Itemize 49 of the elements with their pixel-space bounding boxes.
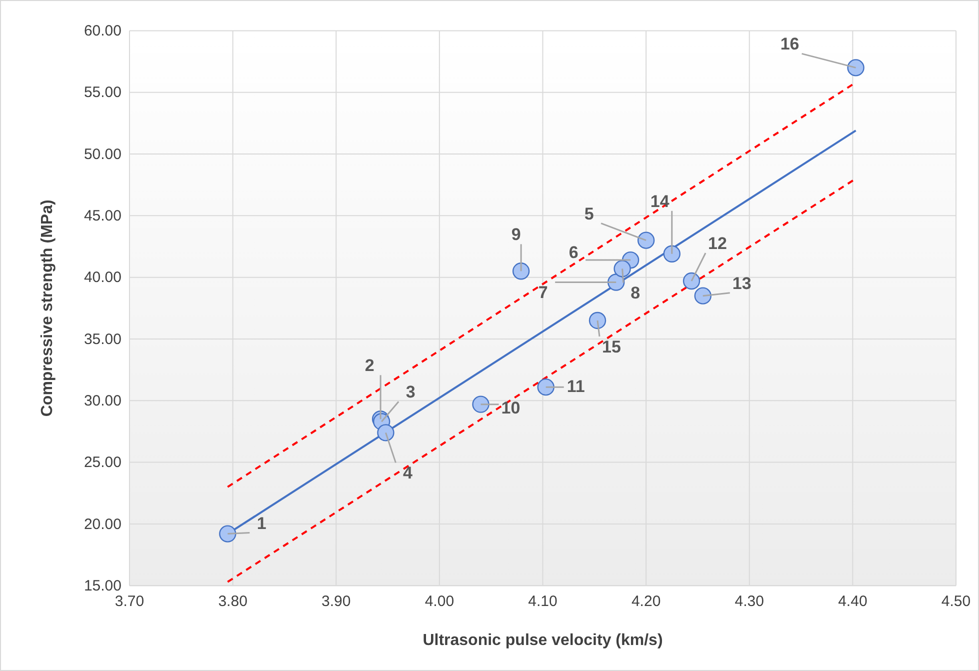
x-axis-title: Ultrasonic pulse velocity (km/s) xyxy=(422,632,663,649)
annotation: 2 xyxy=(364,356,374,376)
annotation: 11 xyxy=(566,377,585,396)
annotation: 10 xyxy=(501,398,520,418)
x-tick-label: 4.00 xyxy=(424,593,454,610)
point xyxy=(847,59,864,76)
x-tick-label: 4.50 xyxy=(941,593,971,610)
annotation: 7 xyxy=(538,283,548,302)
y-tick-label: 60.00 xyxy=(84,22,122,40)
annotation: 5 xyxy=(584,204,594,224)
y-tick-label: 55.00 xyxy=(84,84,122,102)
point xyxy=(472,396,490,413)
point xyxy=(614,260,631,278)
annotation: 3 xyxy=(406,382,416,402)
y-tick-label: 30.00 xyxy=(84,392,122,410)
y-tick-label: 15.00 xyxy=(84,577,122,594)
annotation: 13 xyxy=(732,274,752,293)
annotation: 6 xyxy=(568,243,578,262)
annotation: 12 xyxy=(708,234,727,253)
x-tick-label: 3.70 xyxy=(114,593,144,610)
point xyxy=(512,262,530,280)
annotation: 1 xyxy=(256,514,266,533)
y-tick-label: 40.00 xyxy=(84,269,122,286)
y-tick-label: 50.00 xyxy=(84,146,122,163)
point xyxy=(663,245,680,262)
x-tick-label: 3.90 xyxy=(322,593,351,610)
x-tick-label: 4.40 xyxy=(838,593,868,610)
y-tick-label: 35.00 xyxy=(84,330,122,348)
x-tick-label: 4.30 xyxy=(734,593,764,610)
annotation: 16 xyxy=(780,34,800,54)
y-axis-title: Compressive strength (MPa) xyxy=(39,200,56,417)
point xyxy=(637,232,655,249)
x-tick-label: 4.20 xyxy=(631,593,661,610)
y-tick-label: 45.00 xyxy=(84,207,122,224)
point xyxy=(537,378,554,396)
point xyxy=(377,424,394,442)
point xyxy=(219,525,236,542)
point xyxy=(588,312,606,330)
annotation: 15 xyxy=(602,337,621,356)
annotation: 8 xyxy=(630,284,640,303)
x-tick-label: 3.80 xyxy=(218,593,248,610)
point xyxy=(682,272,700,290)
point xyxy=(694,287,712,304)
annotation: 9 xyxy=(511,225,521,244)
annotation: 14 xyxy=(650,192,670,211)
x-tick-label: 4.10 xyxy=(528,593,558,610)
annotation: 4 xyxy=(402,464,413,483)
y-tick-label: 25.00 xyxy=(84,454,122,472)
y-tick-label: 20.00 xyxy=(84,516,122,533)
